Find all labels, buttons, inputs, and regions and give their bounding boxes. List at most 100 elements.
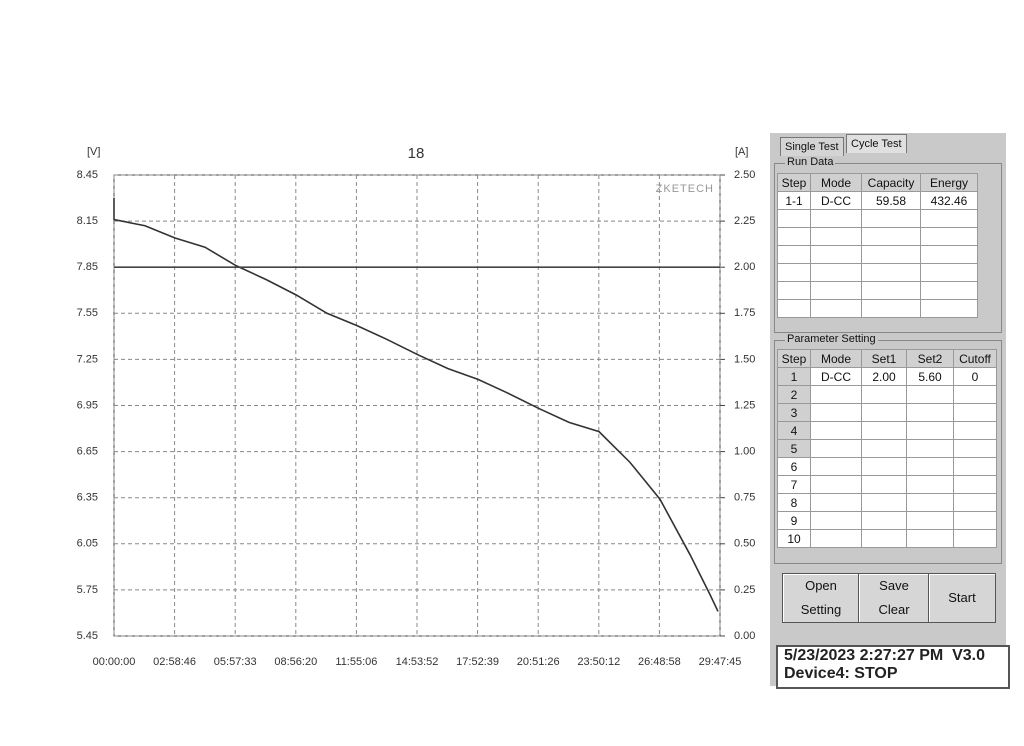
row: 9 xyxy=(777,511,997,530)
cell xyxy=(861,281,921,300)
cell xyxy=(810,281,862,300)
chart-title: 18 xyxy=(408,145,425,162)
y-tick-label: 5.75 xyxy=(77,584,98,596)
y2-axis-label: [A] xyxy=(735,146,748,158)
cell xyxy=(920,299,978,318)
cell xyxy=(777,299,811,318)
tab-active[interactable]: Cycle Test xyxy=(846,134,907,153)
cell xyxy=(861,457,907,476)
button-label[interactable]: Save xyxy=(879,578,909,593)
x-tick-label: 20:51:26 xyxy=(517,656,560,668)
table: Step Mode Set1 Set2 Cutoff 1 D-CC 2.00 5.60 0 2 3 4 5… xyxy=(777,349,997,548)
row: 6 xyxy=(777,457,997,476)
cell xyxy=(906,457,954,476)
cell xyxy=(920,263,978,282)
cell: D-CC xyxy=(810,191,862,210)
cell: 0 xyxy=(953,367,997,386)
series-line xyxy=(113,198,719,612)
start-button[interactable]: Start xyxy=(928,573,996,623)
cell xyxy=(777,245,811,264)
cell xyxy=(861,493,907,512)
cell xyxy=(861,421,907,440)
cell xyxy=(810,385,862,404)
cell: 8 xyxy=(777,493,811,512)
cell: 59.58 xyxy=(861,191,921,210)
cell xyxy=(906,403,954,422)
cell: D-CC xyxy=(810,367,862,386)
row: 5 xyxy=(777,439,997,458)
row: 1 D-CC 2.00 5.60 0 xyxy=(777,367,997,386)
x-tick-label: 14:53:52 xyxy=(396,656,439,668)
cell xyxy=(810,439,862,458)
tab[interactable]: Single Test xyxy=(780,137,844,156)
group-title: Parameter Setting xyxy=(785,333,878,345)
cell xyxy=(861,403,907,422)
cell: 3 xyxy=(777,403,811,422)
cell xyxy=(920,209,978,228)
cell xyxy=(810,245,862,264)
cell xyxy=(861,245,921,264)
status-line: Device4: STOP xyxy=(784,665,898,682)
cell xyxy=(920,281,978,300)
cell xyxy=(953,439,997,458)
cell xyxy=(920,245,978,264)
cell xyxy=(777,281,811,300)
row: 8 xyxy=(777,493,997,512)
y-tick-label: 6.05 xyxy=(77,538,98,550)
button[interactable]: Save Clear xyxy=(858,573,930,623)
header-cell: Step xyxy=(777,173,811,192)
cell xyxy=(953,385,997,404)
row: 10 xyxy=(777,529,997,548)
y2-tick-label: 2.00 xyxy=(734,261,755,273)
y2-tick-label: 0.25 xyxy=(734,584,755,596)
cell: 5.60 xyxy=(906,367,954,386)
cell xyxy=(861,263,921,282)
cell xyxy=(810,475,862,494)
header-cell: Set2 xyxy=(906,349,954,368)
header-row: Step Mode Capacity Energy xyxy=(777,173,978,192)
header-cell: Energy xyxy=(920,173,978,192)
parameter-group: Parameter Setting xyxy=(774,333,1002,564)
y-tick-label: 6.95 xyxy=(77,399,98,411)
cell xyxy=(953,457,997,476)
button[interactable]: Open Setting xyxy=(782,573,860,623)
group-title: Run Data xyxy=(785,156,836,168)
button-label[interactable]: Clear xyxy=(878,602,910,617)
button-label[interactable]: Open xyxy=(805,578,837,593)
y2-tick-label: 0.50 xyxy=(734,538,755,550)
cell xyxy=(920,227,978,246)
y-tick-label: 5.45 xyxy=(77,630,98,642)
y2-tick-label: 1.75 xyxy=(734,307,755,319)
cell: 5 xyxy=(777,439,811,458)
cell xyxy=(810,209,862,228)
row xyxy=(777,227,978,246)
cell xyxy=(861,511,907,530)
header-cell: Capacity xyxy=(861,173,921,192)
cell: 10 xyxy=(777,529,811,548)
row: 7 xyxy=(777,475,997,494)
header-cell: Set1 xyxy=(861,349,907,368)
header-cell: Mode xyxy=(810,173,862,192)
cell xyxy=(810,421,862,440)
table: Step Mode Capacity Energy 1-1 D-CC 59.58 432.46 xyxy=(777,173,978,318)
status-line: 5/23/2023 2:27:27 PM V3.0 xyxy=(784,647,986,664)
cell xyxy=(810,403,862,422)
y2-tick-label: 1.25 xyxy=(734,399,755,411)
cell: 2.00 xyxy=(861,367,907,386)
cell xyxy=(906,529,954,548)
cell xyxy=(906,421,954,440)
cell xyxy=(861,475,907,494)
row xyxy=(777,209,978,228)
y-axis-label: [V] xyxy=(87,146,100,158)
header-cell: Step xyxy=(777,349,811,368)
cell xyxy=(861,385,907,404)
cell: 4 xyxy=(777,421,811,440)
y2-tick-label: 0.75 xyxy=(734,492,755,504)
row: 4 xyxy=(777,421,997,440)
cell xyxy=(953,511,997,530)
x-tick-label: 00:00:00 xyxy=(93,656,136,668)
cell xyxy=(906,439,954,458)
button-label[interactable]: Setting xyxy=(800,602,842,617)
